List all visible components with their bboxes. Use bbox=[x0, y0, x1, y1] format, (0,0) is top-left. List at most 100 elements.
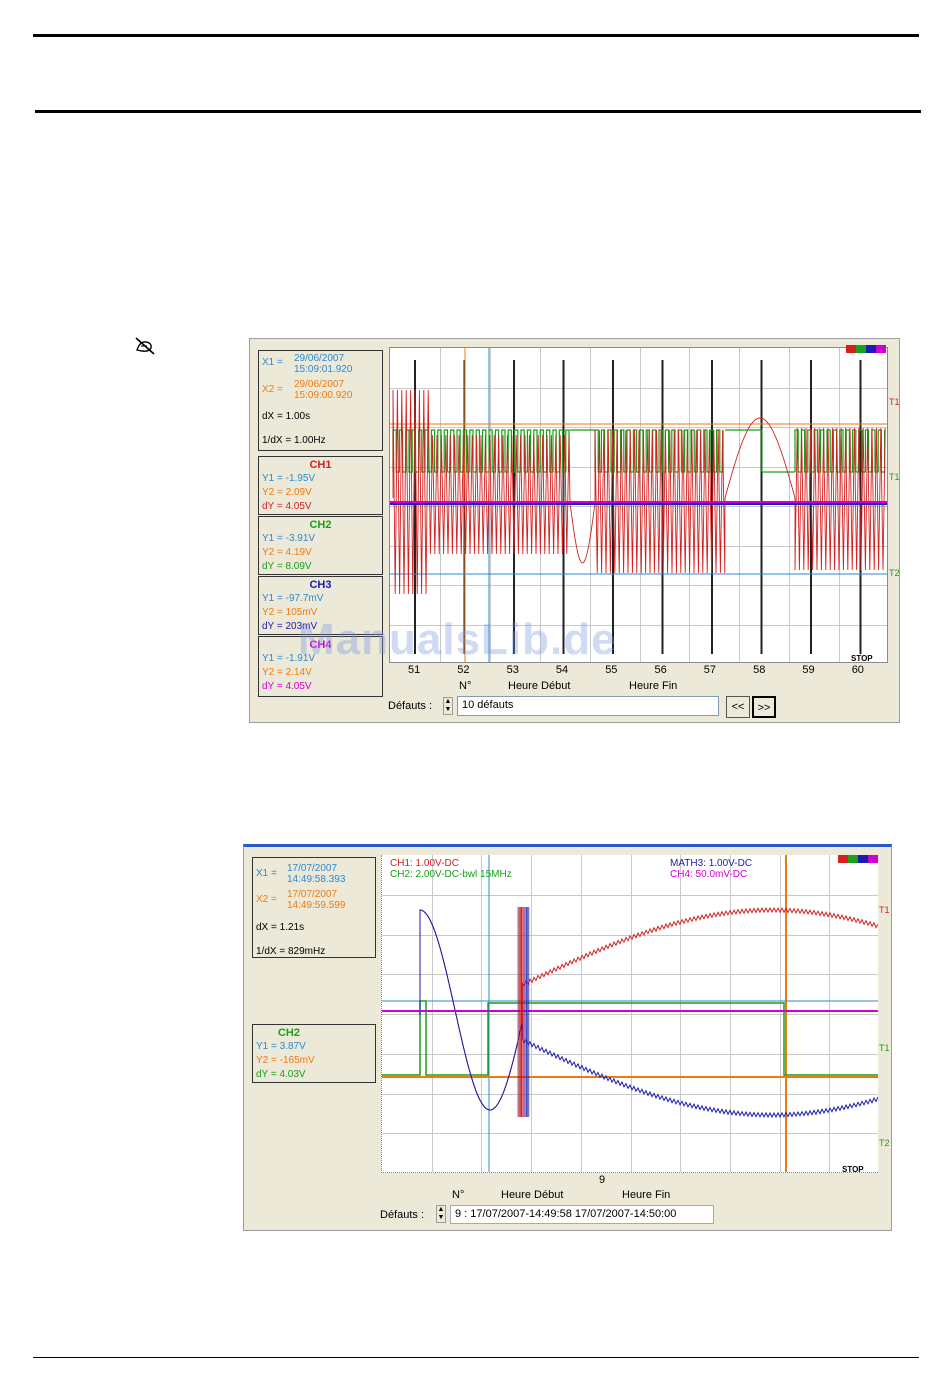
defauts-spinner[interactable]: ▲ ▼ bbox=[443, 697, 453, 715]
x-tick-label: 55 bbox=[605, 664, 618, 676]
x1-date-2: 17/07/2007 bbox=[287, 863, 338, 874]
x-tick-label: 58 bbox=[753, 664, 766, 676]
x2-date: 29/06/2007 bbox=[294, 379, 345, 390]
x1-date: 29/06/2007 bbox=[294, 353, 345, 364]
prev-button[interactable]: << bbox=[726, 696, 750, 718]
channel-color-chips-2 bbox=[838, 850, 878, 863]
ch3-title: CH3 bbox=[309, 579, 332, 591]
waveform-svg bbox=[390, 348, 887, 662]
inv-dx-value: 1/dX = 1.00Hz bbox=[262, 435, 326, 446]
ch2-y1: Y1 = -3.91V bbox=[262, 533, 316, 544]
defaut-row-field[interactable]: 9 : 17/07/2007-14:49:58 17/07/2007-14:50… bbox=[450, 1205, 714, 1224]
ch3-y2: Y2 = 105mV bbox=[262, 607, 318, 618]
ch2-trace bbox=[594, 429, 724, 473]
next-button[interactable]: >> bbox=[752, 696, 776, 718]
ch2-dy-2: dY = 4.03V bbox=[256, 1069, 306, 1080]
dx-value-2: dX = 1.21s bbox=[256, 922, 305, 933]
scope-screen-1: X1 = 29/06/2007 15:09:01.920 X2 = 29/06/… bbox=[249, 338, 900, 723]
x2-date-2: 17/07/2007 bbox=[287, 889, 338, 900]
header-rule-top bbox=[33, 34, 919, 37]
ch4-y2: Y2 = 2.14V bbox=[262, 667, 312, 678]
legend-ch2: CH2: 2.00V-DC-bwl 15MHz bbox=[390, 869, 512, 880]
x1-label: X1 = bbox=[262, 357, 283, 368]
x-tick-label: 54 bbox=[555, 664, 569, 676]
ch2-y2-2: Y2 = -165mV bbox=[256, 1055, 315, 1066]
ch4-dy: dY = 4.05V bbox=[262, 681, 312, 692]
ch2-trace-2 bbox=[382, 1000, 878, 1076]
trigger-mark-ch3: T2 bbox=[889, 568, 900, 578]
trigger-mark-ch3-2: T2 bbox=[879, 1138, 890, 1148]
stop-indicator: STOP bbox=[851, 654, 873, 663]
legend-ch1: CH1: 1.00V-DC bbox=[390, 858, 459, 869]
x-tick-label: 56 bbox=[654, 664, 667, 676]
ch2-dy: dY = 8.09V bbox=[262, 561, 312, 572]
col-start-label-2: Heure Début bbox=[501, 1189, 564, 1201]
footer-rule bbox=[33, 1357, 919, 1358]
cursor-panel: X1 = 29/06/2007 15:09:01.920 X2 = 29/06/… bbox=[258, 350, 383, 451]
ch4-panel: CH4 Y1 = -1.91V Y2 = 2.14V dY = 4.05V bbox=[258, 636, 383, 697]
legend-math3: MATH3: 1.00V-DC bbox=[670, 858, 753, 869]
scope-screen-2: X1 = 17/07/2007 14:49:58.393 X2 = 17/07/… bbox=[243, 844, 892, 1231]
col-end-label-2: Heure Fin bbox=[622, 1189, 671, 1201]
hand-off-icon bbox=[134, 336, 156, 356]
ch2-panel-2: CH2 Y1 = 3.87V Y2 = -165mV dY = 4.03V bbox=[252, 1024, 376, 1083]
ch2-y1-2: Y1 = 3.87V bbox=[256, 1041, 306, 1052]
ch2-y2: Y2 = 4.19V bbox=[262, 547, 312, 558]
trigger-mark-ch1: T1 bbox=[889, 397, 900, 407]
ch2-trace bbox=[570, 429, 795, 473]
x-tick-label: 60 bbox=[851, 664, 864, 676]
waveform-plot[interactable] bbox=[389, 347, 888, 663]
ch2-trace bbox=[794, 429, 886, 473]
ch2-title: CH2 bbox=[309, 519, 332, 531]
ch1-trace bbox=[392, 389, 886, 595]
channel-color-chips bbox=[846, 340, 886, 353]
x-tick-label: 59 bbox=[802, 664, 815, 676]
ch4-title: CH4 bbox=[309, 639, 332, 651]
x2-time: 15:09:00.920 bbox=[294, 390, 353, 401]
ch1-title: CH1 bbox=[309, 459, 332, 471]
watermark: ManualsLib.de bbox=[298, 615, 617, 664]
header-rule-bottom bbox=[35, 110, 921, 113]
defauts-label-2: Défauts : bbox=[380, 1209, 425, 1221]
stop-indicator-2: STOP bbox=[842, 1165, 864, 1174]
legend-ch4: CH4: 50.0mV-DC bbox=[670, 869, 748, 880]
x1-time: 15:09:01.920 bbox=[294, 364, 353, 375]
ch1-y1: Y1 = -1.95V bbox=[262, 473, 316, 484]
x-tick-label: 51 bbox=[408, 664, 421, 676]
ch3-dy: dY = 203mV bbox=[262, 621, 318, 632]
ch1-panel: CH1 Y1 = -1.95V Y2 = 2.09V dY = 4.05V bbox=[258, 456, 383, 515]
trigger-mark-ch2: T1 bbox=[889, 472, 900, 482]
ch2-title-2: CH2 bbox=[277, 1027, 300, 1039]
waveform-plot-2[interactable]: CH1: 1.00V-DC CH2: 2.00V-DC-bwl 15MHz MA… bbox=[381, 855, 878, 1173]
x2-label-2: X2 = bbox=[256, 894, 277, 905]
x-tick-label: 52 bbox=[457, 664, 470, 676]
x-tick-label: 53 bbox=[506, 664, 519, 676]
defauts-label: Défauts : bbox=[388, 700, 433, 712]
x1-time-2: 14:49:58.393 bbox=[287, 874, 346, 885]
dx-value: dX = 1.00s bbox=[262, 411, 311, 422]
waveform-svg-2 bbox=[382, 855, 878, 1172]
x1-label-2: X1 = bbox=[256, 868, 277, 879]
col-start-label: Heure Début bbox=[508, 680, 571, 692]
defauts-field[interactable]: 10 défauts bbox=[457, 696, 719, 716]
col-n-label-2: N° bbox=[452, 1189, 465, 1201]
ch3-y1: Y1 = -97.7mV bbox=[262, 593, 324, 604]
cursor-panel-2: X1 = 17/07/2007 14:49:58.393 X2 = 17/07/… bbox=[252, 857, 376, 958]
col-end-label: Heure Fin bbox=[629, 680, 678, 692]
col-n-label: N° bbox=[459, 680, 472, 692]
x2-label: X2 = bbox=[262, 384, 283, 395]
ch2-trace bbox=[392, 429, 570, 473]
x-tick-label-2: 9 bbox=[599, 1174, 606, 1186]
math3-trace-2 bbox=[419, 909, 878, 1119]
x2-time-2: 14:49:59.599 bbox=[287, 900, 346, 911]
trigger-mark-ch2-2: T1 bbox=[879, 1043, 890, 1053]
defauts-spinner-2[interactable]: ▲ ▼ bbox=[436, 1205, 446, 1223]
trigger-mark-ch1-2: T1 bbox=[879, 905, 890, 915]
x-tick-label: 57 bbox=[703, 664, 717, 676]
ch1-y2: Y2 = 2.09V bbox=[262, 487, 312, 498]
ch4-y1: Y1 = -1.91V bbox=[262, 653, 316, 664]
ch2-panel: CH2 Y1 = -3.91V Y2 = 4.19V dY = 8.09V bbox=[258, 516, 383, 575]
inv-dx-value-2: 1/dX = 829mHz bbox=[256, 946, 326, 957]
ch1-dy: dY = 4.05V bbox=[262, 501, 312, 512]
ch3-panel: CH3 Y1 = -97.7mV Y2 = 105mV dY = 203mV bbox=[258, 576, 383, 635]
